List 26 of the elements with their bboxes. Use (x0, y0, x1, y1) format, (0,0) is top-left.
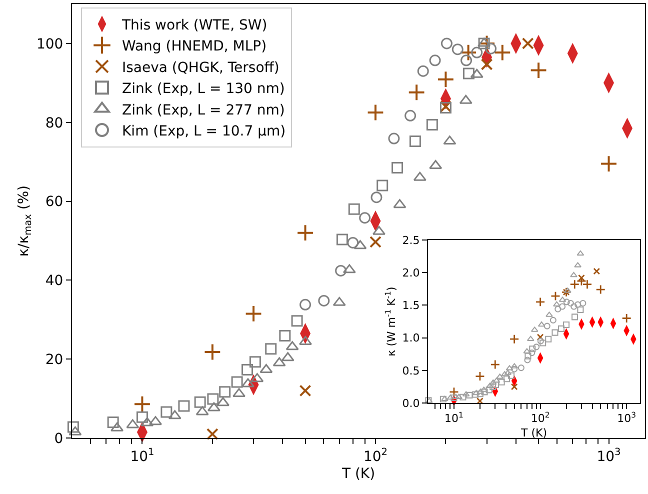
y-tick-label: 40 (45, 273, 64, 290)
y-tick-label: 2.0 (402, 266, 420, 280)
legend-label: Zink (Exp, L = 130 nm) (122, 81, 285, 98)
legend-label: Isaeva (QHGK, Tersoff) (122, 60, 280, 76)
y-tick-label: 1.0 (402, 332, 420, 345)
y-tick-label: 0.5 (402, 364, 420, 378)
x-tick-label: 10$^{3}$ (617, 410, 636, 426)
y-tick-label: 0 (54, 430, 64, 447)
y-tick-label: 100 (36, 36, 64, 52)
y-tick-label: 60 (45, 194, 64, 210)
y-tick-label: 0.0 (402, 396, 420, 410)
legend-label: Wang (HNEMD, MLP) (122, 38, 267, 55)
x-tick-label: 10$^{1}$ (130, 446, 154, 465)
x-tick-label: 10$^{1}$ (444, 410, 464, 426)
y-tick-label: 2.5 (402, 234, 420, 247)
y-tick-label: 20 (45, 352, 64, 368)
legend-label: Kim (Exp, L = 10.7 μm) (122, 123, 286, 140)
x-tick-label: 10$^{2}$ (530, 410, 550, 426)
y-tick-label: 80 (45, 115, 64, 132)
x-axis-title: T (K) (340, 466, 376, 482)
y-tick-label: 1.5 (402, 299, 420, 312)
legend-label: Zink (Exp, L = 277 nm) (122, 102, 285, 118)
x-axis-title: T (K) (520, 426, 548, 440)
x-tick-label: 10$^{2}$ (363, 446, 388, 465)
x-tick-label: 10$^{3}$ (596, 446, 621, 465)
legend-label: This work (WTE, SW) (121, 17, 268, 34)
